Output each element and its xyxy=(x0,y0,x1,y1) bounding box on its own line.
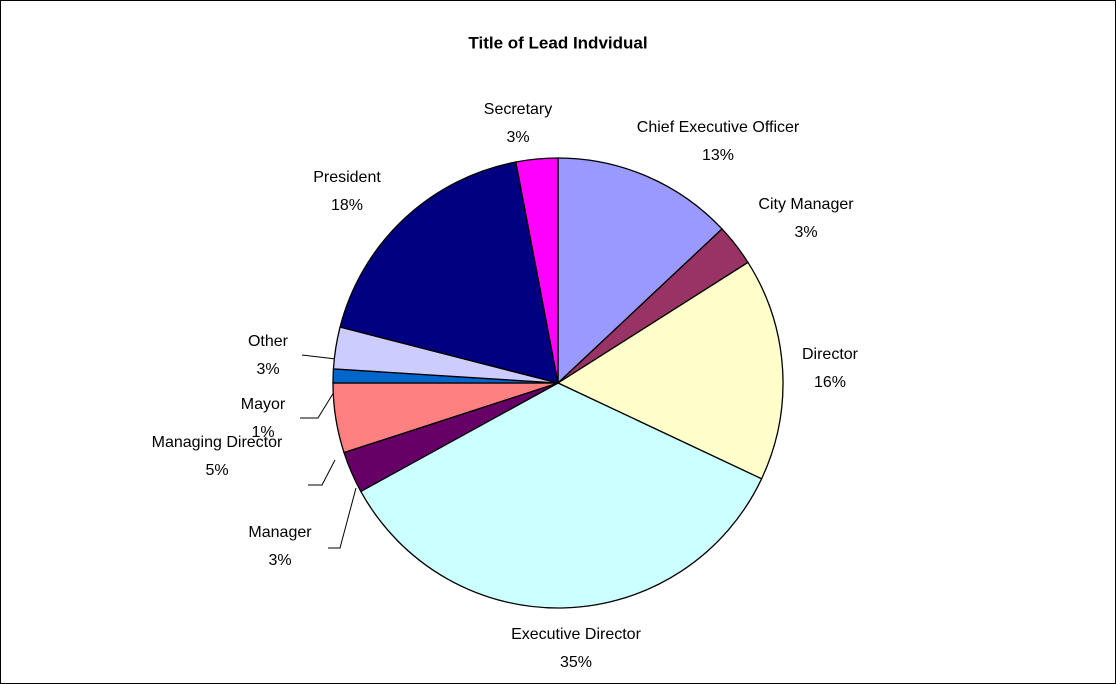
slice-label: Mayor xyxy=(241,396,286,413)
slice-value-label: 3% xyxy=(794,224,817,241)
slice-label: Manager xyxy=(248,524,312,541)
slice-label: Executive Director xyxy=(511,626,641,643)
leader-line xyxy=(328,487,357,549)
leader-line xyxy=(300,391,335,419)
pie-slice xyxy=(339,161,559,384)
chart-title: Title of Lead Indvidual xyxy=(468,33,647,52)
slice-label: President xyxy=(313,169,381,186)
slice-label: City Manager xyxy=(758,196,854,213)
slice-value-label: 3% xyxy=(256,361,279,378)
leader-line xyxy=(301,354,337,360)
slice-value-label: 3% xyxy=(268,552,291,569)
slice-value-label: 5% xyxy=(205,462,228,479)
pie-slice xyxy=(359,382,763,609)
slice-value-label: 16% xyxy=(814,374,846,391)
pie-slice xyxy=(557,157,723,385)
slice-label: Director xyxy=(802,346,859,363)
slice-label: Other xyxy=(248,333,289,350)
pie-slice xyxy=(556,261,784,480)
slice-label: Chief Executive Officer xyxy=(637,119,800,136)
slice-label: Managing Director xyxy=(152,434,283,451)
slice-value-label: 13% xyxy=(702,147,734,164)
slice-value-label: 1% xyxy=(251,424,274,441)
leader-line xyxy=(308,459,336,486)
slice-value-label: 35% xyxy=(560,654,592,671)
pie-slice xyxy=(515,157,559,384)
slice-value-label: 3% xyxy=(506,129,529,146)
slice-label: Secretary xyxy=(484,101,552,118)
slice-value-label: 18% xyxy=(331,197,363,214)
